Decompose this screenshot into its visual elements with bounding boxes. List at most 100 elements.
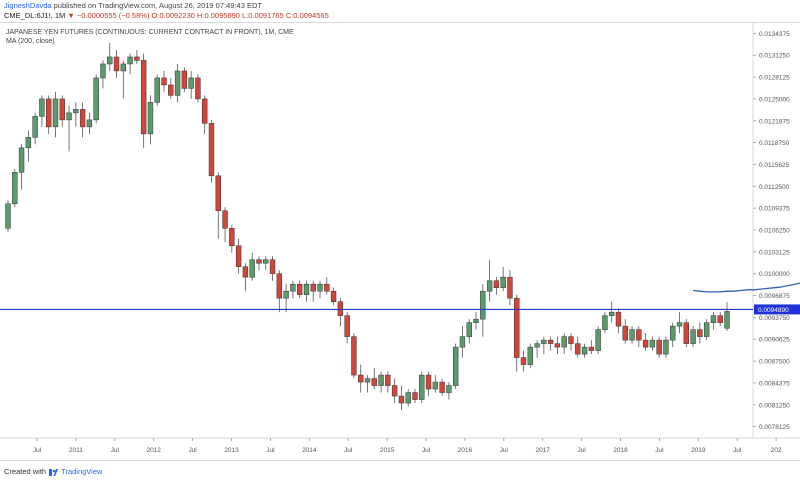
x-tick-label: Jul (33, 447, 42, 454)
candle-up (249, 259, 255, 278)
price-chart[interactable]: 0.0134375 0.0131250 0.0128125 0.0125000 0.01… (0, 22, 800, 460)
tradingview-link[interactable]: TradingView (61, 467, 103, 476)
y-tick-label: 0.0128125 (759, 75, 790, 82)
candle-up (561, 336, 567, 348)
candle-up (602, 315, 608, 330)
symbol-header: CME_DL:6J1!, 1M ▼ −0.0000555 (−0.58%) O:… (4, 11, 329, 21)
candle-down (615, 311, 622, 327)
candle-down (636, 329, 642, 341)
candle-down (514, 297, 520, 358)
candle-up (290, 283, 296, 292)
y-tick-label: 0.0078125 (759, 424, 790, 431)
candle-down (181, 70, 188, 89)
candle-up (127, 56, 133, 65)
candle-up (5, 203, 11, 229)
candle-up (100, 63, 106, 79)
candle-up (86, 119, 93, 128)
x-tick-label: Jul (188, 447, 197, 454)
candle-up (12, 172, 18, 205)
candle-down (208, 123, 215, 177)
candle-down (330, 290, 337, 302)
x-tick-label: 2015 (380, 447, 395, 454)
symbol-label: CME_DL:6J1!, 1M (4, 11, 66, 20)
footer: Created with TradingView (0, 460, 800, 483)
candle-up (676, 322, 683, 327)
candle-up (364, 378, 371, 383)
candle-down (575, 343, 581, 355)
price-tag (754, 304, 800, 315)
candle-down (588, 346, 595, 351)
publish-header: JigneshDavda published on TradingView.co… (4, 1, 262, 11)
x-tick-label: 2018 (613, 447, 628, 454)
y-tick-label: 0.0084375 (759, 380, 790, 387)
candle-up (93, 77, 99, 121)
price-tag-label: 0.0094890 (758, 307, 789, 314)
candle-down (229, 228, 235, 246)
y-tick-label: 0.0096875 (759, 293, 790, 300)
candle-up (303, 283, 310, 295)
candle-up (52, 98, 59, 128)
candle-up (500, 276, 506, 288)
candle-down (717, 315, 723, 323)
candle-up (317, 283, 323, 292)
candle-down (222, 210, 228, 229)
published-text: published on TradingView.com, August 26,… (53, 1, 262, 10)
footer-text: Created with TradingView (4, 467, 102, 476)
candle-down (296, 283, 303, 295)
ohlc-label: O:0.0092230 H:0.0095890 L:0.0091765 C:0.… (151, 11, 329, 20)
x-tick-label: Jul (344, 447, 353, 454)
candle-up (446, 385, 452, 393)
x-tick-label: Jul (500, 447, 509, 454)
candle-up (39, 98, 45, 117)
y-tick-label: 0.0103125 (759, 249, 790, 256)
ma-line (693, 282, 800, 293)
chart-frame (0, 22, 800, 461)
candle-up (581, 346, 588, 355)
candle-down (391, 385, 398, 397)
candle-down (269, 259, 276, 274)
y-tick-label: 0.0109375 (759, 206, 790, 213)
chart-legend: JAPANESE YEN FUTURES (CONTINUOUS: CURREN… (6, 28, 294, 46)
y-tick-label: 0.0115625 (759, 162, 790, 169)
candle-down (520, 357, 527, 365)
candle-down (168, 84, 174, 96)
candle-down (202, 98, 208, 124)
candle-up (66, 112, 72, 121)
y-tick-label: 0.0093750 (759, 315, 790, 322)
candle-down (195, 77, 201, 100)
candle-down (324, 283, 330, 292)
candle-up (174, 70, 181, 96)
candle-down (656, 339, 662, 355)
candle-up (663, 339, 669, 355)
candle-up (724, 311, 730, 329)
candle-up (147, 102, 154, 135)
candle-down (59, 98, 65, 121)
y-tick-label: 0.0125000 (759, 96, 790, 103)
candle-down (371, 378, 377, 386)
x-tick-label: 2013 (224, 447, 239, 454)
y-tick-label: 0.0087500 (759, 359, 790, 366)
candle-down (622, 325, 628, 341)
x-tick-label: Jul (422, 447, 431, 454)
x-tick-label: Jul (577, 447, 586, 454)
candle-down (256, 259, 262, 264)
y-tick-label: 0.0090625 (759, 337, 790, 344)
candle-up (534, 343, 540, 348)
x-tick-label: 2017 (535, 447, 550, 454)
candle-up (405, 392, 411, 404)
candle-up (527, 346, 533, 365)
x-tick-label: Jul (655, 447, 664, 454)
candle-up (703, 322, 710, 337)
x-tick-label: 2012 (146, 447, 161, 454)
x-tick-label: 2014 (302, 447, 317, 454)
x-tick-label: 2011 (69, 447, 83, 454)
candle-up (188, 77, 194, 89)
candle-down (398, 395, 405, 404)
candle-down (140, 60, 147, 135)
candle-down (554, 343, 561, 348)
candle-down (568, 336, 574, 344)
candle-down (161, 77, 167, 86)
candle-down (235, 245, 242, 267)
author-link[interactable]: JigneshDavda (4, 1, 52, 10)
candle-up (18, 147, 25, 173)
